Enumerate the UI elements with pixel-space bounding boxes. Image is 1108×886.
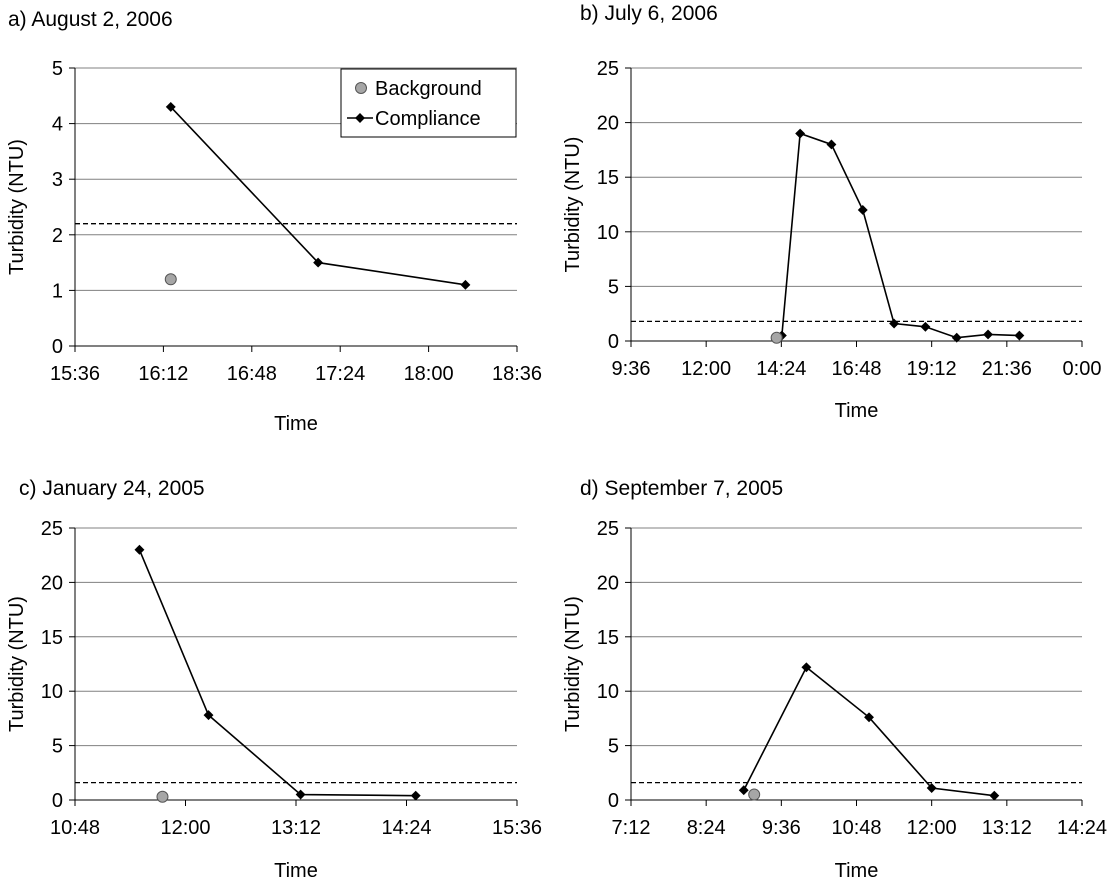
- x-tick-label: 7:12: [612, 817, 651, 839]
- y-tick-label: 0: [52, 336, 63, 358]
- x-tick-label: 16:48: [227, 363, 277, 385]
- y-tick-label: 2: [52, 225, 63, 247]
- x-tick-label: 12:00: [907, 817, 957, 839]
- x-tick-label: 21:36: [982, 358, 1032, 380]
- compliance-series-line: [138, 549, 416, 797]
- x-tick-label: 14:24: [1057, 817, 1107, 839]
- x-tick-label: 12:00: [681, 358, 731, 380]
- compliance-point: [983, 329, 993, 340]
- compliance-point: [295, 789, 306, 800]
- x-tick-label: 12:00: [160, 817, 210, 839]
- compliance-point: [989, 790, 1000, 801]
- compliance-point: [951, 332, 962, 343]
- x-tick-label: 14:24: [381, 817, 431, 839]
- compliance-point: [857, 205, 868, 215]
- y-tick-label: 5: [52, 58, 63, 80]
- y-tick-label: 20: [597, 572, 619, 594]
- chart-title: d) September 7, 2005: [580, 477, 783, 500]
- x-axis-label: Time: [274, 413, 318, 435]
- x-tick-label: 15:36: [50, 363, 100, 385]
- legend: Background Compliance: [340, 68, 517, 138]
- y-tick-label: 10: [597, 681, 619, 703]
- x-tick-label: 15:36: [492, 817, 542, 839]
- x-tick-label: 18:00: [404, 363, 454, 385]
- y-tick-label: 1: [52, 280, 63, 302]
- y-tick-label: 20: [41, 572, 63, 594]
- compliance-point: [738, 785, 749, 796]
- y-tick-label: 10: [41, 681, 63, 703]
- x-axis-label: Time: [274, 860, 318, 882]
- y-tick-label: 25: [41, 518, 63, 540]
- chart-title: b) July 6, 2006: [580, 2, 718, 25]
- compliance-point: [826, 139, 837, 150]
- background-point: [156, 790, 169, 803]
- x-tick-label: 9:36: [612, 358, 651, 380]
- compliance-point: [203, 710, 214, 721]
- chart-title: a) August 2, 2006: [8, 8, 173, 31]
- y-axis-label: Turbidity (NTU): [562, 596, 584, 732]
- chart-panel-d: d) September 7, 2005 0 5 10 15 20 25 7:12 8:24 9:…: [562, 477, 1107, 882]
- x-tick-label: 16:48: [831, 358, 881, 380]
- y-tick-label: 5: [608, 276, 619, 298]
- legend-box: [340, 68, 517, 138]
- compliance-point: [889, 318, 900, 329]
- x-tick-label: 16:12: [138, 363, 188, 385]
- y-axis-label: Turbidity (NTU): [562, 137, 584, 273]
- y-tick-label: 5: [52, 736, 63, 758]
- x-tick-label: 13:12: [271, 817, 321, 839]
- y-tick-label: 15: [41, 627, 63, 649]
- y-tick-label: 25: [597, 58, 619, 80]
- y-tick-label: 15: [597, 627, 619, 649]
- x-tick-label: 8:24: [687, 817, 726, 839]
- y-tick-label: 3: [52, 169, 63, 191]
- y-tick-label: 20: [597, 113, 619, 135]
- x-tick-label: 13:12: [982, 817, 1032, 839]
- y-tick-label: 15: [597, 167, 619, 189]
- x-tick-label: 0:00: [1063, 358, 1102, 380]
- x-tick-label: 9:36: [762, 817, 801, 839]
- legend-background-marker: [355, 82, 367, 94]
- chart-panel-a: a) August 2, 2006 0 1 2 3 4 5 15:36 16:12 16:48 17…: [6, 8, 542, 435]
- y-tick-label: 0: [608, 331, 619, 353]
- legend-label-compliance: Compliance: [375, 108, 481, 130]
- compliance-series-line: [776, 132, 1020, 339]
- x-tick-label: 18:36: [492, 363, 542, 385]
- chart-title: c) January 24, 2005: [19, 477, 205, 500]
- y-tick-label: 4: [52, 114, 63, 136]
- compliance-point: [165, 101, 176, 112]
- x-tick-label: 17:24: [315, 363, 365, 385]
- x-tick-label: 10:48: [50, 817, 100, 839]
- compliance-point: [410, 790, 421, 801]
- x-axis-label: Time: [835, 860, 879, 882]
- y-tick-label: 10: [597, 222, 619, 244]
- x-tick-label: 14:24: [756, 358, 806, 380]
- legend-label-background: Background: [375, 78, 482, 100]
- compliance-point: [801, 662, 812, 673]
- compliance-point: [795, 128, 806, 139]
- background-point: [748, 788, 761, 801]
- y-axis-label: Turbidity (NTU): [6, 596, 28, 732]
- compliance-point: [1014, 330, 1025, 341]
- y-tick-label: 0: [608, 790, 619, 812]
- y-tick-label: 5: [608, 736, 619, 758]
- compliance-point: [134, 544, 145, 555]
- compliance-series-line: [743, 666, 995, 797]
- background-point: [770, 331, 783, 344]
- compliance-point: [460, 279, 471, 290]
- x-tick-label: 10:48: [831, 817, 881, 839]
- x-axis-label: Time: [835, 400, 879, 422]
- compliance-point: [313, 257, 324, 268]
- chart-panel-b: b) July 6, 2006 0 5 10 15 20 25 9:36 12:00 14:24 1…: [562, 2, 1101, 422]
- y-tick-label: 25: [597, 518, 619, 540]
- compliance-point: [920, 321, 931, 332]
- x-tick-label: 19:12: [907, 358, 957, 380]
- y-axis-label: Turbidity (NTU): [6, 139, 28, 275]
- compliance-point: [926, 783, 937, 793]
- background-point: [164, 273, 177, 286]
- y-tick-label: 0: [52, 790, 63, 812]
- compliance-point: [864, 712, 874, 723]
- chart-panel-c: c) January 24, 2005 0 5 10 15 20 25 10:48 12:00 1…: [6, 477, 542, 882]
